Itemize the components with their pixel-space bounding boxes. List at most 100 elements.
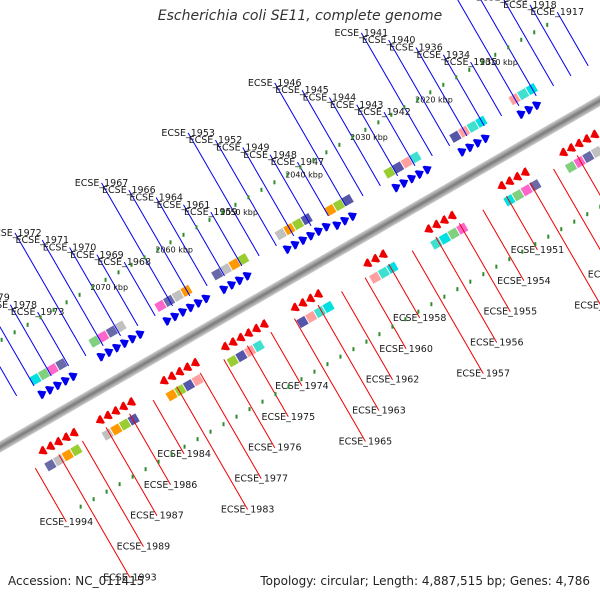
tick-mark: [456, 287, 459, 292]
tick-mark: [417, 309, 420, 314]
forward-gene-arrow: [347, 212, 357, 222]
tick-mark: [352, 347, 355, 352]
feature-box: [529, 179, 542, 192]
gene-label: ECSE_1960: [379, 344, 433, 355]
leader-line: [435, 236, 498, 343]
gene-arrow: [226, 280, 237, 290]
reverse-feature-box: [511, 189, 525, 202]
leader-line: [58, 454, 131, 578]
feature-box: [226, 354, 239, 368]
leader-line: [442, 54, 485, 127]
gene-arrow: [69, 427, 79, 437]
gene-arrow: [332, 221, 342, 231]
gene-arrow: [111, 343, 122, 353]
reverse-gene-arrow: [497, 180, 507, 190]
gene-arrow: [127, 334, 137, 344]
leader-line: [155, 197, 208, 287]
forward-feature-box: [154, 299, 167, 313]
forward-gene-arrow: [524, 105, 534, 115]
reverse-feature-box: [564, 160, 578, 174]
tick-label: 2010 kbp: [480, 58, 518, 67]
tick-mark: [222, 422, 225, 427]
leader-line: [480, 0, 537, 97]
forward-gene-arrow: [332, 221, 342, 231]
gene-label: ECSE_1972: [0, 228, 42, 239]
tick-mark: [547, 234, 550, 239]
gene-label: ECSE_1976: [248, 443, 302, 454]
tick-mark: [221, 210, 224, 215]
forward-feature-box: [37, 368, 51, 381]
tick-mark: [13, 330, 16, 335]
gene-label: ECSE_1935: [444, 57, 498, 68]
leader-line: [223, 359, 276, 448]
forward-feature-box: [211, 268, 224, 281]
feature-box: [52, 454, 66, 467]
tick-label: 2050 kbp: [220, 208, 258, 217]
leader-line: [242, 147, 295, 237]
tick-mark: [39, 315, 42, 320]
reverse-feature-box: [520, 184, 533, 197]
tick-mark: [195, 225, 198, 230]
reverse-gene-arrow: [190, 357, 201, 367]
leader-line: [470, 61, 503, 117]
gene-label: ECSE_1955: [484, 307, 538, 318]
gene-arrow: [290, 240, 300, 250]
gene-arrow: [52, 381, 62, 391]
reverse-feature-box: [438, 232, 452, 245]
reverse-gene-arrow: [314, 288, 324, 298]
forward-gene-arrow: [119, 339, 129, 349]
reverse-gene-arrow: [520, 167, 531, 177]
leader-line: [274, 82, 347, 207]
gene-arrow: [321, 222, 331, 232]
gene-arrow: [406, 174, 417, 184]
reverse-gene-arrow: [175, 366, 185, 376]
tick-mark: [364, 127, 367, 132]
reverse-feature-box: [70, 444, 83, 457]
tick-label: 2070 kbp: [90, 283, 128, 292]
reverse-feature-box: [447, 227, 460, 240]
gene-arrow: [582, 133, 592, 143]
tick-mark: [508, 257, 511, 262]
reverse-feature-box: [529, 179, 542, 192]
leader-line: [506, 195, 538, 251]
tick-mark: [208, 217, 211, 222]
tick-mark: [534, 242, 537, 247]
gene-label: ECSE_1953: [161, 128, 215, 139]
feature-box: [383, 166, 396, 179]
leader-line: [199, 372, 262, 479]
leader-line: [14, 232, 87, 357]
tick-mark: [365, 339, 368, 344]
gene-arrow: [45, 385, 55, 395]
tick-mark: [300, 377, 303, 382]
forward-gene-arrow: [399, 179, 409, 189]
gene-label: ECSE_1989: [117, 542, 171, 553]
leader-line: [41, 239, 104, 347]
gene-label: ECSE_1959: [184, 207, 238, 218]
reverse-feature-box: [101, 428, 114, 441]
gene-arrow: [183, 362, 193, 372]
tick-mark: [390, 112, 393, 117]
gene-label: ECSE_1969: [70, 250, 124, 261]
forward-gene-arrow: [111, 343, 122, 353]
gene-label: ECSE_1963: [352, 406, 406, 417]
tick-mark: [377, 120, 380, 125]
tick-mark: [130, 262, 133, 267]
gene-arrow: [363, 258, 373, 268]
gene-arrow: [282, 245, 292, 255]
feature-box: [400, 156, 413, 169]
gene-arrow: [414, 170, 424, 180]
reverse-gene-arrow: [183, 362, 193, 372]
reverse-gene-arrow: [259, 319, 269, 328]
gene-label: ECSE_1965: [339, 437, 393, 448]
leader-line: [81, 440, 144, 547]
gene-arrow: [472, 138, 483, 148]
forward-feature-box: [383, 166, 396, 179]
forward-gene-arrow: [391, 183, 401, 193]
leader-line: [128, 189, 191, 297]
forward-gene-arrow: [531, 101, 542, 111]
feature-box: [520, 184, 533, 197]
tick-mark: [235, 414, 238, 419]
forward-feature-box: [449, 130, 462, 143]
tick-mark: [469, 279, 472, 284]
